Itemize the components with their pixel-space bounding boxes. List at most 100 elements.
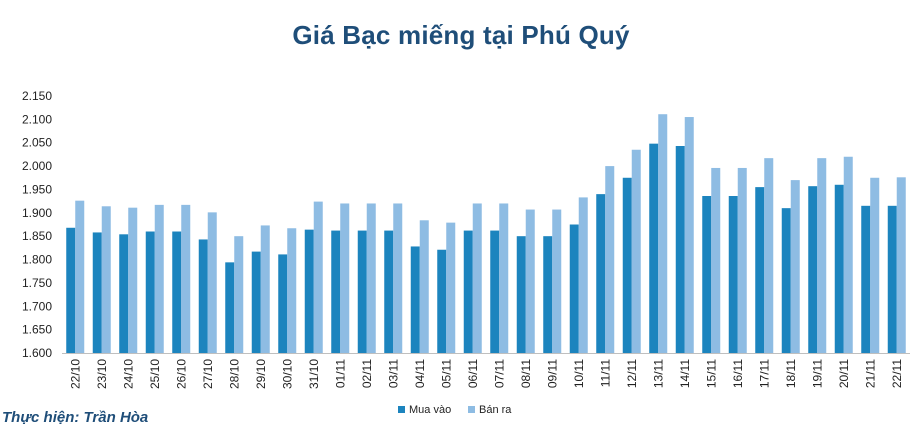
y-tick-label: 2.100 — [22, 112, 52, 126]
x-tick-label: 23/10 — [95, 359, 109, 389]
x-tick-label: 21/11 — [863, 359, 877, 388]
legend: Mua vào Bán ra — [398, 404, 512, 416]
bar-mua-vao — [225, 262, 235, 353]
x-tick-label: 05/11 — [439, 359, 453, 388]
x-tick-label: 07/11 — [492, 359, 506, 388]
y-tick-label: 1.800 — [22, 253, 52, 267]
x-tick-label: 11/11 — [598, 359, 612, 388]
bar-ban-ra — [419, 220, 429, 353]
x-tick-label: 02/11 — [360, 359, 374, 388]
x-tick-label: 14/11 — [678, 359, 692, 388]
bar-ban-ra — [75, 200, 85, 353]
x-tick-label: 22/10 — [68, 359, 82, 389]
bar-mua-vao — [278, 254, 288, 353]
y-tick-label: 1.900 — [22, 206, 52, 220]
bar-ban-ra — [260, 225, 270, 353]
bar-mua-vao — [66, 227, 76, 353]
bar-ban-ra — [684, 117, 694, 353]
x-tick-label: 28/10 — [227, 359, 241, 389]
bar-ban-ra — [499, 203, 509, 353]
bar-mua-vao — [384, 230, 394, 353]
legend-swatch — [468, 406, 475, 413]
x-tick-label: 20/11 — [837, 359, 851, 388]
bars-group — [66, 114, 906, 353]
bar-ban-ra — [366, 203, 376, 353]
bar-mua-vao — [198, 239, 208, 353]
y-tick-label: 2.150 — [22, 89, 52, 103]
bar-mua-vao — [755, 187, 765, 353]
bar-ban-ra — [658, 114, 668, 353]
x-tick-label: 30/10 — [280, 359, 294, 389]
legend-label: Mua vào — [409, 404, 451, 416]
x-tick-label: 03/11 — [386, 359, 400, 388]
y-tick-label: 1.750 — [22, 276, 52, 290]
bar-ban-ra — [128, 207, 138, 353]
bar-ban-ra — [790, 180, 800, 353]
x-tick-label: 29/10 — [254, 359, 268, 389]
y-tick-label: 2.050 — [22, 136, 52, 150]
bar-ban-ra — [472, 203, 482, 353]
x-tick-label: 13/11 — [651, 359, 665, 388]
author-credit: Thực hiện: Trần Hòa — [2, 409, 149, 426]
bar-ban-ra — [525, 209, 535, 353]
bar-ban-ra — [552, 209, 562, 353]
bar-mua-vao — [808, 186, 818, 353]
bar-mua-vao — [516, 236, 526, 353]
bar-mua-vao — [569, 224, 579, 353]
bar-mua-vao — [331, 230, 341, 353]
y-axis: 1.600 1.650 1.700 1.750 1.800 1.850 1.900 1.950… — [22, 89, 52, 360]
bar-mua-vao — [781, 208, 791, 353]
bar-ban-ra — [207, 212, 217, 353]
bar-ban-ra — [578, 197, 588, 353]
y-tick-label: 1.850 — [22, 229, 52, 243]
chart-title: Giá Bạc miếng tại Phú Quý — [292, 20, 630, 50]
x-tick-label: 12/11 — [625, 359, 639, 388]
x-tick-label: 18/11 — [784, 359, 798, 388]
y-tick-label: 2.000 — [22, 159, 52, 173]
x-tick-label: 24/10 — [121, 359, 135, 389]
bar-mua-vao — [357, 230, 367, 353]
y-tick-label: 1.700 — [22, 299, 52, 313]
bar-ban-ra — [870, 177, 880, 353]
bar-mua-vao — [702, 196, 712, 353]
bar-mua-vao — [543, 236, 553, 353]
y-tick-label: 1.950 — [22, 182, 52, 196]
bar-mua-vao — [649, 143, 659, 353]
bar-mua-vao — [675, 146, 685, 353]
x-tick-label: 19/11 — [810, 359, 824, 388]
bar-ban-ra — [393, 203, 403, 353]
bar-mua-vao — [622, 177, 632, 353]
bar-mua-vao — [834, 184, 844, 353]
bar-ban-ra — [181, 204, 191, 353]
bar-ban-ra — [817, 158, 827, 353]
bar-ban-ra — [234, 236, 244, 353]
x-tick-label: 01/11 — [333, 359, 347, 388]
bar-mua-vao — [145, 231, 155, 353]
x-tick-label: 04/11 — [413, 359, 427, 388]
bar-ban-ra — [711, 167, 721, 353]
x-tick-label: 31/10 — [307, 359, 321, 389]
x-tick-label: 17/11 — [757, 359, 771, 388]
y-tick-label: 1.650 — [22, 323, 52, 337]
bar-ban-ra — [154, 204, 164, 353]
bar-ban-ra — [340, 203, 350, 353]
legend-label: Bán ra — [479, 404, 512, 416]
y-tick-label: 1.600 — [22, 346, 52, 360]
bar-ban-ra — [101, 206, 111, 353]
bar-mua-vao — [92, 232, 102, 353]
bar-ban-ra — [764, 158, 774, 353]
bar-ban-ra — [737, 167, 747, 353]
x-tick-label: 06/11 — [466, 359, 480, 388]
x-tick-label: 08/11 — [519, 359, 533, 388]
bar-mua-vao — [172, 231, 182, 353]
bar-ban-ra — [313, 201, 323, 353]
legend-swatch — [398, 406, 405, 413]
x-tick-label: 10/11 — [572, 359, 586, 388]
bar-mua-vao — [119, 234, 129, 353]
bar-mua-vao — [304, 229, 314, 353]
bar-mua-vao — [463, 230, 473, 353]
x-axis: 22/10 23/10 24/10 25/10 26/10 27/10 28/10 29/10… — [68, 359, 904, 389]
x-tick-label: 16/11 — [731, 359, 745, 388]
bar-mua-vao — [728, 196, 738, 353]
